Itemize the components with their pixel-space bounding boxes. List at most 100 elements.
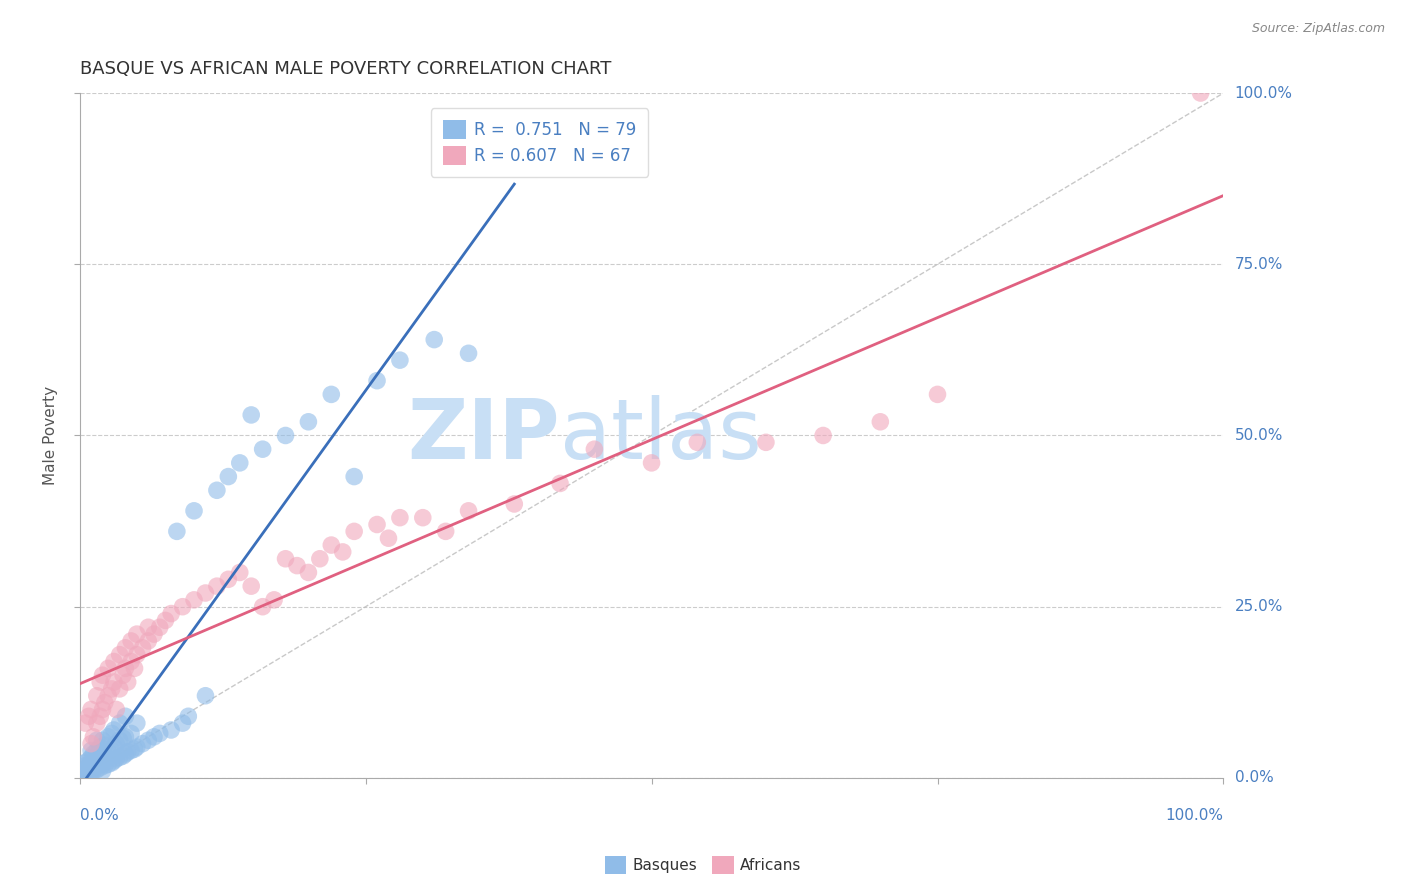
- Point: [86, 743, 108, 757]
- Point: [97, 661, 120, 675]
- Point: [274, 428, 297, 442]
- Point: [86, 689, 108, 703]
- Point: [97, 730, 120, 744]
- Point: [321, 538, 343, 552]
- Point: [89, 740, 111, 755]
- Point: [105, 752, 128, 766]
- Point: [274, 551, 297, 566]
- Point: [640, 456, 662, 470]
- Point: [114, 709, 136, 723]
- Point: [457, 504, 479, 518]
- Point: [75, 758, 97, 772]
- Point: [117, 675, 139, 690]
- Point: [91, 764, 114, 778]
- Point: [105, 737, 128, 751]
- Point: [125, 627, 148, 641]
- Point: [94, 738, 117, 752]
- Legend: R =  0.751   N = 79, R = 0.607   N = 67: R = 0.751 N = 79, R = 0.607 N = 67: [432, 108, 648, 177]
- Point: [91, 757, 114, 772]
- Point: [94, 758, 117, 772]
- Point: [755, 435, 778, 450]
- Point: [75, 767, 97, 781]
- Text: 25.0%: 25.0%: [1234, 599, 1282, 615]
- Point: [108, 750, 131, 764]
- Point: [366, 374, 388, 388]
- Text: 100.0%: 100.0%: [1166, 808, 1223, 823]
- Point: [77, 758, 100, 772]
- Point: [103, 740, 125, 755]
- Point: [76, 754, 98, 768]
- Point: [125, 740, 148, 755]
- Point: [120, 743, 142, 757]
- Point: [105, 702, 128, 716]
- Point: [89, 752, 111, 766]
- Point: [77, 767, 100, 781]
- Point: [94, 749, 117, 764]
- Point: [131, 640, 153, 655]
- Point: [172, 716, 194, 731]
- Point: [1189, 86, 1212, 100]
- Text: 75.0%: 75.0%: [1234, 257, 1282, 272]
- Point: [97, 745, 120, 759]
- Point: [114, 640, 136, 655]
- Point: [143, 730, 166, 744]
- Point: [120, 655, 142, 669]
- Point: [75, 756, 97, 770]
- Point: [583, 442, 606, 457]
- Point: [91, 668, 114, 682]
- Point: [297, 566, 319, 580]
- Point: [86, 754, 108, 768]
- Text: ZIP: ZIP: [408, 395, 560, 476]
- Point: [308, 551, 330, 566]
- Y-axis label: Male Poverty: Male Poverty: [44, 386, 58, 485]
- Point: [86, 763, 108, 777]
- Point: [124, 742, 146, 756]
- Point: [108, 716, 131, 731]
- Point: [217, 469, 239, 483]
- Point: [120, 726, 142, 740]
- Point: [194, 689, 217, 703]
- Point: [91, 747, 114, 761]
- Point: [124, 661, 146, 675]
- Point: [80, 757, 103, 772]
- Point: [125, 648, 148, 662]
- Point: [377, 531, 399, 545]
- Point: [177, 709, 200, 723]
- Point: [229, 566, 252, 580]
- Point: [100, 681, 122, 696]
- Point: [205, 483, 228, 498]
- Point: [136, 733, 159, 747]
- Point: [131, 737, 153, 751]
- Point: [869, 415, 891, 429]
- Point: [457, 346, 479, 360]
- Point: [80, 702, 103, 716]
- Point: [143, 627, 166, 641]
- Point: [91, 702, 114, 716]
- Point: [89, 675, 111, 690]
- Text: Source: ZipAtlas.com: Source: ZipAtlas.com: [1251, 22, 1385, 36]
- Point: [112, 731, 135, 746]
- Point: [80, 737, 103, 751]
- Point: [160, 723, 183, 737]
- Point: [434, 524, 457, 539]
- Point: [686, 435, 709, 450]
- Point: [112, 749, 135, 764]
- Point: [503, 497, 526, 511]
- Point: [89, 709, 111, 723]
- Point: [149, 726, 172, 740]
- Point: [240, 408, 263, 422]
- Point: [82, 730, 104, 744]
- Point: [811, 428, 834, 442]
- Point: [160, 607, 183, 621]
- Point: [412, 510, 434, 524]
- Text: 100.0%: 100.0%: [1234, 86, 1292, 101]
- Point: [194, 586, 217, 600]
- Text: atlas: atlas: [560, 395, 762, 476]
- Point: [366, 517, 388, 532]
- Point: [82, 747, 104, 761]
- Point: [252, 442, 274, 457]
- Point: [114, 730, 136, 744]
- Point: [120, 634, 142, 648]
- Point: [80, 750, 103, 764]
- Point: [77, 709, 100, 723]
